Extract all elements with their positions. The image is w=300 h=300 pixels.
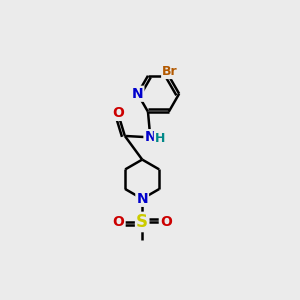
Text: O: O	[160, 215, 172, 229]
Text: S: S	[136, 213, 148, 231]
Text: Br: Br	[162, 65, 178, 78]
Text: H: H	[155, 132, 165, 145]
Text: N: N	[136, 192, 148, 206]
Text: N: N	[132, 87, 143, 101]
Text: O: O	[113, 215, 124, 229]
Text: N: N	[145, 130, 156, 144]
Text: O: O	[112, 106, 124, 120]
